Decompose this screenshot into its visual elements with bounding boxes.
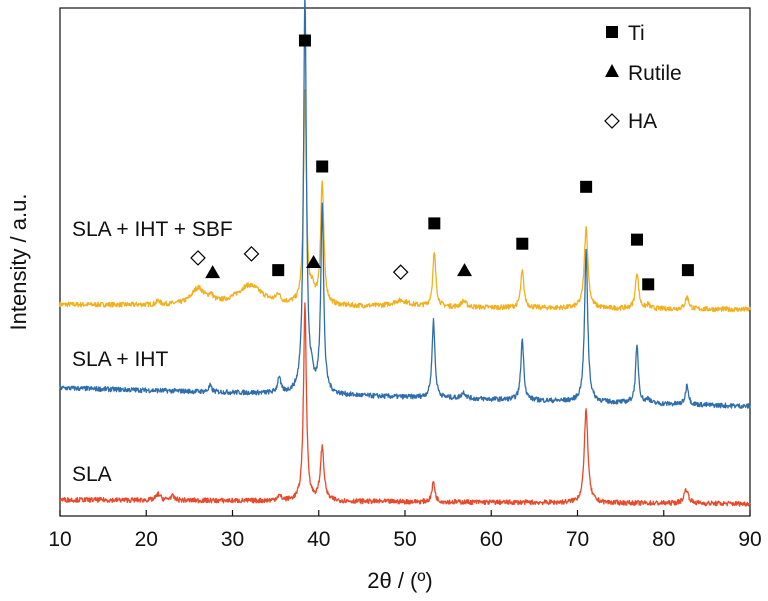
peak-markers [190,34,694,291]
legend-label-rutile: Rutile [628,62,682,85]
x-tick-label: 30 [221,528,244,551]
x-tick-label: 70 [566,528,589,551]
legend-label-ha: HA [628,110,657,133]
series-label-sla: SLA [72,463,112,486]
x-tick-label: 10 [48,528,71,551]
axes: 10 20 30 40 50 60 70 80 90 [48,510,762,551]
y-axis-title: Intensity / a.u. [6,194,31,331]
x-axis-title: 2θ / (º) [367,568,433,593]
ti-peak-marker-icon [428,217,441,230]
legend-diamond-icon [604,113,620,129]
x-tick-label: 20 [135,528,158,551]
series-line-0 [59,89,751,313]
x-tick-label: 50 [393,528,416,551]
x-tick-label: 80 [652,528,675,551]
legend-triangle-icon [605,64,619,77]
ha-peak-marker-icon [243,246,260,262]
ti-peak-marker-icon [681,264,694,277]
series-label-sla-iht-sbf: SLA + IHT + SBF [72,218,233,241]
ti-peak-marker-icon [642,278,655,291]
legend: Ti Rutile HA [604,22,682,133]
x-tick-label: 40 [307,528,330,551]
ti-peak-marker-icon [298,34,311,47]
ti-peak-marker-icon [272,264,285,277]
x-tick-label: 90 [738,528,761,551]
ti-peak-marker-icon [631,233,644,246]
rutile-peak-marker-icon [306,255,322,268]
ti-peak-marker-icon [316,160,329,173]
series-line-2 [59,302,751,507]
series-line-1 [59,0,751,410]
ti-peak-marker-icon [580,180,593,193]
rutile-peak-marker-icon [457,263,473,277]
ha-peak-marker-icon [392,264,409,281]
ti-peak-marker-icon [516,237,529,250]
x-tick-label: 60 [480,528,503,551]
series-label-sla-iht: SLA + IHT [72,348,168,371]
rutile-peak-marker-icon [205,265,221,279]
series-layer [59,0,751,507]
legend-label-ti: Ti [628,22,645,45]
legend-square-icon [606,26,618,38]
ha-peak-marker-icon [190,250,206,266]
